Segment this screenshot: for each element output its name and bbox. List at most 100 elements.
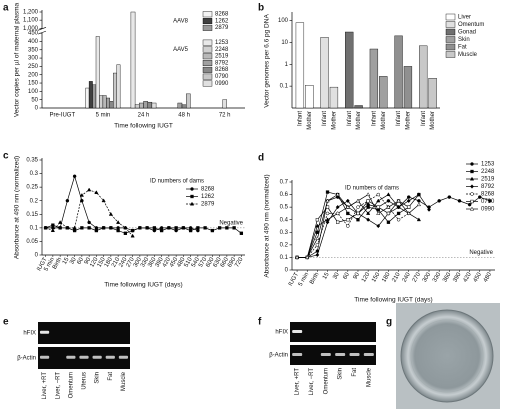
marker xyxy=(376,198,381,203)
axis-break-mark xyxy=(37,27,47,31)
x-tick-label: 330 xyxy=(140,256,151,268)
bar xyxy=(88,81,93,109)
x-tick-label: Birth xyxy=(309,272,320,286)
legend-label: 2519 xyxy=(215,54,229,60)
panel-letter: f xyxy=(258,317,262,328)
x-tick-label: 15 xyxy=(62,256,71,265)
y-tick-label: 150 xyxy=(28,81,39,87)
y-axis-title: Absorbance at 490 nm (normalized) xyxy=(14,156,21,259)
legend-label: Liver xyxy=(458,15,471,21)
gel-row-label: hFIX xyxy=(275,330,288,336)
x-tick-label: Infant xyxy=(371,111,377,126)
y-tick-label: 0.1 xyxy=(280,255,289,261)
legend-swatch xyxy=(202,66,213,73)
gel-lane-label: Skin xyxy=(95,372,101,384)
y-tick-label: 1 xyxy=(285,62,289,68)
bar xyxy=(345,31,354,109)
y-tick-label: 300 xyxy=(28,56,39,62)
marker xyxy=(196,226,200,230)
marker xyxy=(57,220,63,224)
marker xyxy=(416,202,422,207)
bar xyxy=(139,102,144,109)
marker xyxy=(152,228,157,233)
legend-label: 2248 xyxy=(481,169,495,175)
x-tick-label: 630 xyxy=(213,256,224,268)
bar xyxy=(106,97,111,109)
marker xyxy=(174,228,178,233)
y-tick-label: 0.7 xyxy=(280,180,289,186)
legend-swatch xyxy=(202,53,213,60)
gel-band xyxy=(363,353,374,356)
marker xyxy=(336,220,340,224)
bar xyxy=(95,36,100,109)
x-tick-label: 5 min xyxy=(96,113,111,119)
marker xyxy=(123,231,128,235)
gel-lane-label: Liver, −RT xyxy=(55,372,61,400)
legend-label: 0990 xyxy=(481,207,495,213)
legend-label: 8792 xyxy=(481,184,495,190)
y-tick-label: 0.6 xyxy=(280,192,289,198)
legend-label: 2879 xyxy=(215,25,229,31)
x-tick-label: 90 xyxy=(353,271,362,280)
marker xyxy=(315,236,320,241)
x-tick-label: 420 xyxy=(162,256,173,268)
gel xyxy=(290,322,376,342)
marker xyxy=(386,204,391,209)
x-tick-label: 540 xyxy=(191,256,202,268)
y-tick-label: 0.15 xyxy=(26,212,38,218)
bar xyxy=(394,35,403,109)
x-tick-label: 510 xyxy=(184,256,195,268)
x-tick-label: 15 xyxy=(322,271,331,280)
legend-label: 1253 xyxy=(215,40,229,46)
gel-lane-label: Muscle xyxy=(121,371,127,391)
legend-marker xyxy=(469,206,475,211)
x-tick-label: Mother xyxy=(430,111,436,130)
legend-label: 1262 xyxy=(201,194,215,200)
x-tick-label: 570 xyxy=(198,256,209,268)
bar xyxy=(116,64,121,109)
gel-band xyxy=(39,355,50,359)
legend-marker xyxy=(190,194,194,199)
legend-swatch xyxy=(202,46,213,53)
y-tick-label: 0 xyxy=(285,268,289,274)
marker xyxy=(346,224,350,228)
bar xyxy=(99,95,104,109)
x-tick-label: 690 xyxy=(227,256,238,268)
x-tick-label: 30 xyxy=(332,271,341,280)
marker xyxy=(315,223,320,228)
x-tick-label: 24 h xyxy=(138,113,150,119)
gel-band xyxy=(66,355,76,359)
axis-break-mark xyxy=(37,30,47,35)
y-tick-label: 1,000 xyxy=(23,26,39,32)
x-tick-label: 210 xyxy=(111,256,122,268)
gel xyxy=(38,322,130,344)
x-tick-label: 5 min xyxy=(298,272,311,288)
marker xyxy=(159,226,164,230)
marker xyxy=(407,205,411,209)
gel-lane-label: Omentum xyxy=(323,368,329,394)
x-tick-label: 180 xyxy=(104,256,115,268)
x-tick-label: Pre-IUGT xyxy=(49,113,75,119)
bar xyxy=(379,76,388,109)
marker xyxy=(239,231,244,235)
bar xyxy=(102,95,107,109)
x-tick-label: 120 xyxy=(89,256,100,268)
legend-label: Gonad xyxy=(458,30,476,36)
marker xyxy=(181,226,186,230)
y-tick-label: 0.35 xyxy=(26,158,38,164)
x-tick-label: 48 h xyxy=(178,113,190,119)
marker xyxy=(396,204,401,210)
y-tick-label: 0.4 xyxy=(280,217,289,223)
marker xyxy=(130,228,135,233)
marker xyxy=(366,199,370,203)
x-axis-title: Time following IUGT xyxy=(114,123,173,130)
marker xyxy=(376,205,380,209)
legend-marker xyxy=(190,187,194,191)
legend-marker xyxy=(189,201,195,206)
legend-swatch xyxy=(202,73,213,80)
marker xyxy=(376,223,381,229)
marker xyxy=(346,211,350,216)
x-tick-label: 420 xyxy=(463,271,474,283)
marker xyxy=(437,199,441,203)
marker xyxy=(356,218,360,222)
